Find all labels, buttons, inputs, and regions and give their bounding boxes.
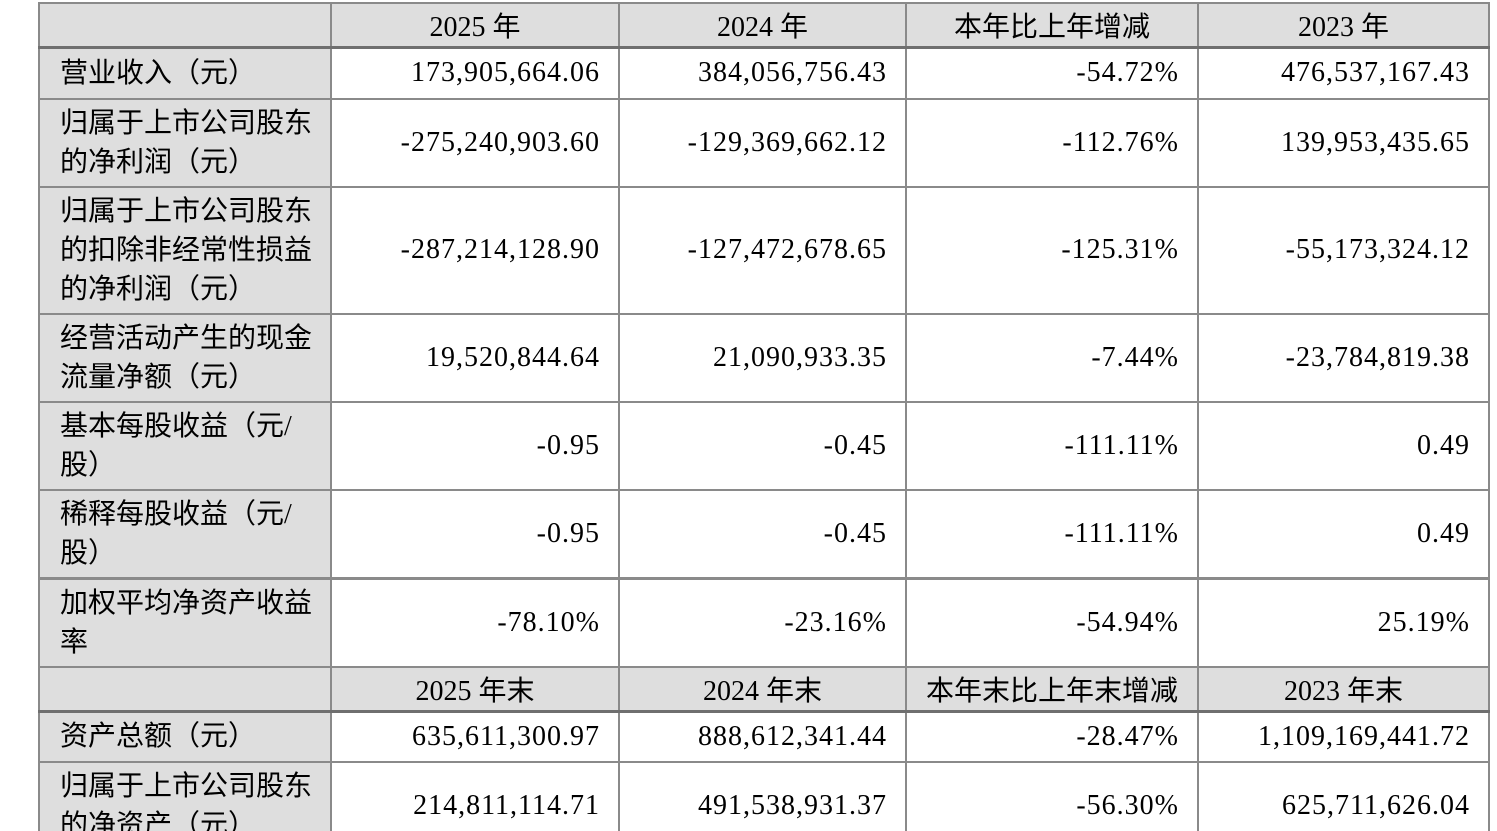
value-2023: 625,711,626.04 — [1197, 761, 1490, 831]
row-basic-eps: 基本每股收益（元/股） -0.95 -0.45 -111.11% 0.49 — [38, 400, 1490, 491]
value-2024: -127,472,678.65 — [618, 185, 907, 315]
header-empty-cell — [38, 2, 332, 49]
row-total-assets: 资产总额（元） 635,611,300.97 888,612,341.44 -2… — [38, 710, 1490, 763]
value-2025: 635,611,300.97 — [330, 710, 620, 763]
header-2023: 2023 年 — [1197, 2, 1490, 49]
header-row-annual: 2025 年 2024 年 本年比上年增减 2023 年 — [38, 2, 1490, 49]
value-yoy-change: -56.30% — [905, 761, 1199, 831]
value-2023: -55,173,324.12 — [1197, 185, 1490, 315]
value-2024: 21,090,933.35 — [618, 312, 907, 403]
value-2024: -0.45 — [618, 400, 907, 491]
value-2023: 1,109,169,441.72 — [1197, 710, 1490, 763]
value-yoy-change: -54.94% — [905, 576, 1199, 668]
header-2025-end: 2025 年末 — [330, 665, 620, 713]
row-label: 营业收入（元） — [38, 46, 332, 100]
value-2023: 476,537,167.43 — [1197, 46, 1490, 100]
header-2025: 2025 年 — [330, 2, 620, 49]
value-2025: -0.95 — [330, 400, 620, 491]
row-label: 稀释每股收益（元/股） — [38, 488, 332, 579]
value-2024: 888,612,341.44 — [618, 710, 907, 763]
value-2025: -275,240,903.60 — [330, 97, 620, 188]
row-label: 归属于上市公司股东的扣除非经常性损益的净利润（元） — [38, 185, 332, 315]
row-diluted-eps: 稀释每股收益（元/股） -0.95 -0.45 -111.11% 0.49 — [38, 488, 1490, 579]
value-yoy-change: -7.44% — [905, 312, 1199, 403]
header-empty-cell — [38, 665, 332, 713]
row-label: 基本每股收益（元/股） — [38, 400, 332, 491]
value-yoy-change: -111.11% — [905, 400, 1199, 491]
header-2024: 2024 年 — [618, 2, 907, 49]
header-2024-end: 2024 年末 — [618, 665, 907, 713]
value-2023: 0.49 — [1197, 488, 1490, 579]
value-2024: -23.16% — [618, 576, 907, 668]
value-2024: 384,056,756.43 — [618, 46, 907, 100]
row-label: 归属于上市公司股东的净利润（元） — [38, 97, 332, 188]
value-2023: -23,784,819.38 — [1197, 312, 1490, 403]
value-yoy-change: -54.72% — [905, 46, 1199, 100]
header-yearend-change: 本年末比上年末增减 — [905, 665, 1199, 713]
row-label: 经营活动产生的现金流量净额（元） — [38, 312, 332, 403]
value-yoy-change: -125.31% — [905, 185, 1199, 315]
row-net-assets-attributable: 归属于上市公司股东的净资产（元） 214,811,114.71 491,538,… — [38, 761, 1490, 831]
value-2024: 491,538,931.37 — [618, 761, 907, 831]
value-2024: -0.45 — [618, 488, 907, 579]
row-net-profit-excl-nonrecurring: 归属于上市公司股东的扣除非经常性损益的净利润（元） -287,214,128.9… — [38, 185, 1490, 315]
value-2024: -129,369,662.12 — [618, 97, 907, 188]
header-2023-end: 2023 年末 — [1197, 665, 1490, 713]
row-net-profit-attributable: 归属于上市公司股东的净利润（元） -275,240,903.60 -129,36… — [38, 97, 1490, 188]
header-row-yearend: 2025 年末 2024 年末 本年末比上年末增减 2023 年末 — [38, 665, 1490, 713]
value-2023: 139,953,435.65 — [1197, 97, 1490, 188]
value-yoy-change: -112.76% — [905, 97, 1199, 188]
value-2025: -78.10% — [330, 576, 620, 668]
row-label: 资产总额（元） — [38, 710, 332, 763]
value-2023: 25.19% — [1197, 576, 1490, 668]
row-label: 加权平均净资产收益率 — [38, 576, 332, 668]
financial-metrics-table: 2025 年 2024 年 本年比上年增减 2023 年 营业收入（元） 173… — [38, 2, 1490, 831]
value-2025: 214,811,114.71 — [330, 761, 620, 831]
row-operating-cash-flow: 经营活动产生的现金流量净额（元） 19,520,844.64 21,090,93… — [38, 312, 1490, 403]
row-weighted-avg-roe: 加权平均净资产收益率 -78.10% -23.16% -54.94% 25.19… — [38, 576, 1490, 668]
value-yoy-change: -28.47% — [905, 710, 1199, 763]
value-yoy-change: -111.11% — [905, 488, 1199, 579]
row-operating-revenue: 营业收入（元） 173,905,664.06 384,056,756.43 -5… — [38, 46, 1490, 100]
value-2025: -287,214,128.90 — [330, 185, 620, 315]
row-label: 归属于上市公司股东的净资产（元） — [38, 761, 332, 831]
header-yoy-change: 本年比上年增减 — [905, 2, 1199, 49]
value-2023: 0.49 — [1197, 400, 1490, 491]
value-2025: -0.95 — [330, 488, 620, 579]
value-2025: 173,905,664.06 — [330, 46, 620, 100]
value-2025: 19,520,844.64 — [330, 312, 620, 403]
